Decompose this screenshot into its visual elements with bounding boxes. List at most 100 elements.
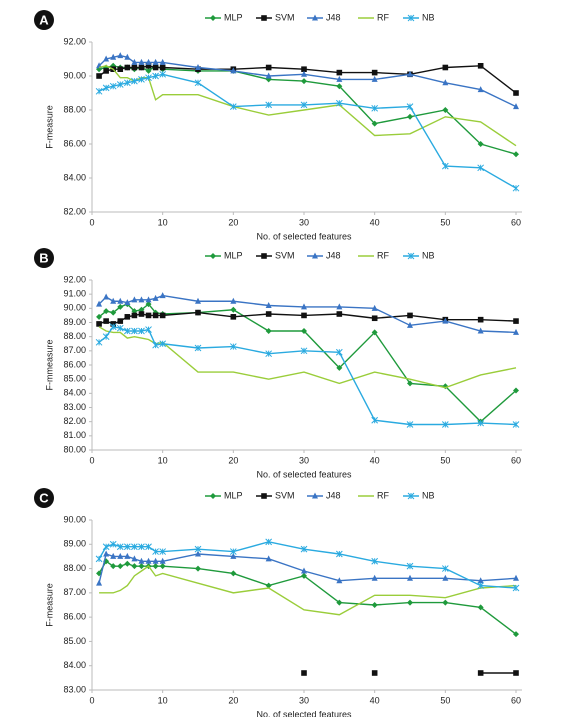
marker-x xyxy=(116,543,124,551)
marker-square xyxy=(513,318,519,324)
marker-triangle xyxy=(265,302,272,308)
legend-label: NB xyxy=(422,250,435,260)
marker-diamond xyxy=(407,599,413,606)
x-tick-label: 50 xyxy=(440,455,450,465)
marker-x xyxy=(407,492,415,500)
marker-triangle xyxy=(110,552,117,559)
y-tick-label: 85.00 xyxy=(63,374,86,384)
marker-triangle xyxy=(131,296,138,303)
y-axis-label: F-measure xyxy=(44,583,54,627)
marker-triangle xyxy=(159,58,166,65)
marker-x xyxy=(131,543,138,551)
marker-triangle xyxy=(152,557,159,564)
marker-diamond xyxy=(110,309,117,316)
marker-triangle xyxy=(152,294,159,301)
marker-x xyxy=(159,340,167,348)
marker-triangle xyxy=(195,64,201,70)
legend-label: J48 xyxy=(326,250,341,260)
marker-triangle xyxy=(152,58,159,65)
legend-label: MLP xyxy=(224,12,243,22)
marker-triangle xyxy=(477,86,484,93)
x-tick-label: 40 xyxy=(370,695,380,705)
x-tick-label: 0 xyxy=(89,455,94,465)
marker-square xyxy=(477,670,484,676)
marker-x xyxy=(116,81,124,88)
marker-triangle xyxy=(442,317,449,324)
marker-x xyxy=(95,87,103,95)
marker-diamond xyxy=(230,570,237,577)
series-line xyxy=(98,541,517,589)
marker-square xyxy=(265,64,272,71)
x-axis-label: No. of selected features xyxy=(256,709,352,717)
marker-x xyxy=(145,74,152,82)
marker-triangle xyxy=(513,103,519,110)
y-tick-label: 82.00 xyxy=(63,206,86,216)
marker-square xyxy=(96,73,102,79)
marker-x xyxy=(145,326,152,333)
marker-diamond xyxy=(145,67,152,74)
panel-label: A xyxy=(39,12,49,27)
marker-diamond xyxy=(110,563,117,570)
legend-label: MLP xyxy=(224,250,243,260)
legend-label: J48 xyxy=(326,490,341,500)
marker-square xyxy=(301,312,307,319)
marker-x xyxy=(335,550,343,558)
marker-square xyxy=(301,670,307,676)
x-tick-label: 60 xyxy=(511,695,521,705)
y-tick-label: 82.00 xyxy=(63,416,86,426)
marker-diamond xyxy=(301,78,307,85)
marker-diamond xyxy=(96,313,103,320)
y-tick-label: 86.00 xyxy=(63,138,86,148)
x-tick-label: 0 xyxy=(89,695,94,705)
marker-diamond xyxy=(138,563,145,570)
marker-square xyxy=(261,253,267,259)
marker-diamond xyxy=(152,563,159,570)
marker-x xyxy=(265,538,273,546)
marker-x xyxy=(300,347,308,355)
marker-triangle xyxy=(159,292,166,299)
y-tick-label: 86.00 xyxy=(63,359,86,369)
marker-square xyxy=(152,312,159,319)
marker-x xyxy=(406,103,414,110)
marker-square xyxy=(513,670,519,676)
x-tick-label: 50 xyxy=(440,695,450,705)
marker-x xyxy=(102,84,110,92)
marker-square xyxy=(371,69,378,76)
marker-triangle xyxy=(407,321,413,328)
x-tick-label: 10 xyxy=(158,695,168,705)
panel-badge xyxy=(34,248,54,268)
marker-x xyxy=(407,14,415,22)
marker-triangle xyxy=(336,75,343,82)
marker-triangle xyxy=(312,14,318,21)
marker-diamond xyxy=(477,604,484,611)
marker-diamond xyxy=(301,328,307,334)
marker-triangle xyxy=(301,70,307,77)
marker-diamond xyxy=(159,563,166,570)
marker-square xyxy=(195,309,201,316)
marker-diamond xyxy=(210,253,216,259)
y-tick-label: 92.00 xyxy=(63,36,86,46)
marker-x xyxy=(512,584,520,592)
y-tick-label: 84.00 xyxy=(63,388,86,398)
marker-triangle xyxy=(103,293,110,300)
marker-square xyxy=(261,15,267,21)
marker-triangle xyxy=(407,574,413,581)
marker-diamond xyxy=(513,387,519,394)
panel-badge xyxy=(34,10,54,30)
marker-square xyxy=(117,318,124,324)
marker-triangle xyxy=(442,574,449,581)
marker-diamond xyxy=(265,582,272,589)
x-tick-label: 30 xyxy=(299,695,309,705)
marker-triangle xyxy=(371,304,378,311)
marker-triangle xyxy=(407,70,413,77)
marker-square xyxy=(159,312,166,319)
marker-square xyxy=(138,64,145,71)
marker-x xyxy=(109,540,117,548)
marker-square xyxy=(159,64,166,71)
legend-label: RF xyxy=(377,250,389,260)
y-tick-label: 80.00 xyxy=(63,444,86,454)
marker-x xyxy=(477,582,485,589)
y-tick-label: 83.00 xyxy=(63,684,86,694)
marker-triangle xyxy=(117,552,124,559)
